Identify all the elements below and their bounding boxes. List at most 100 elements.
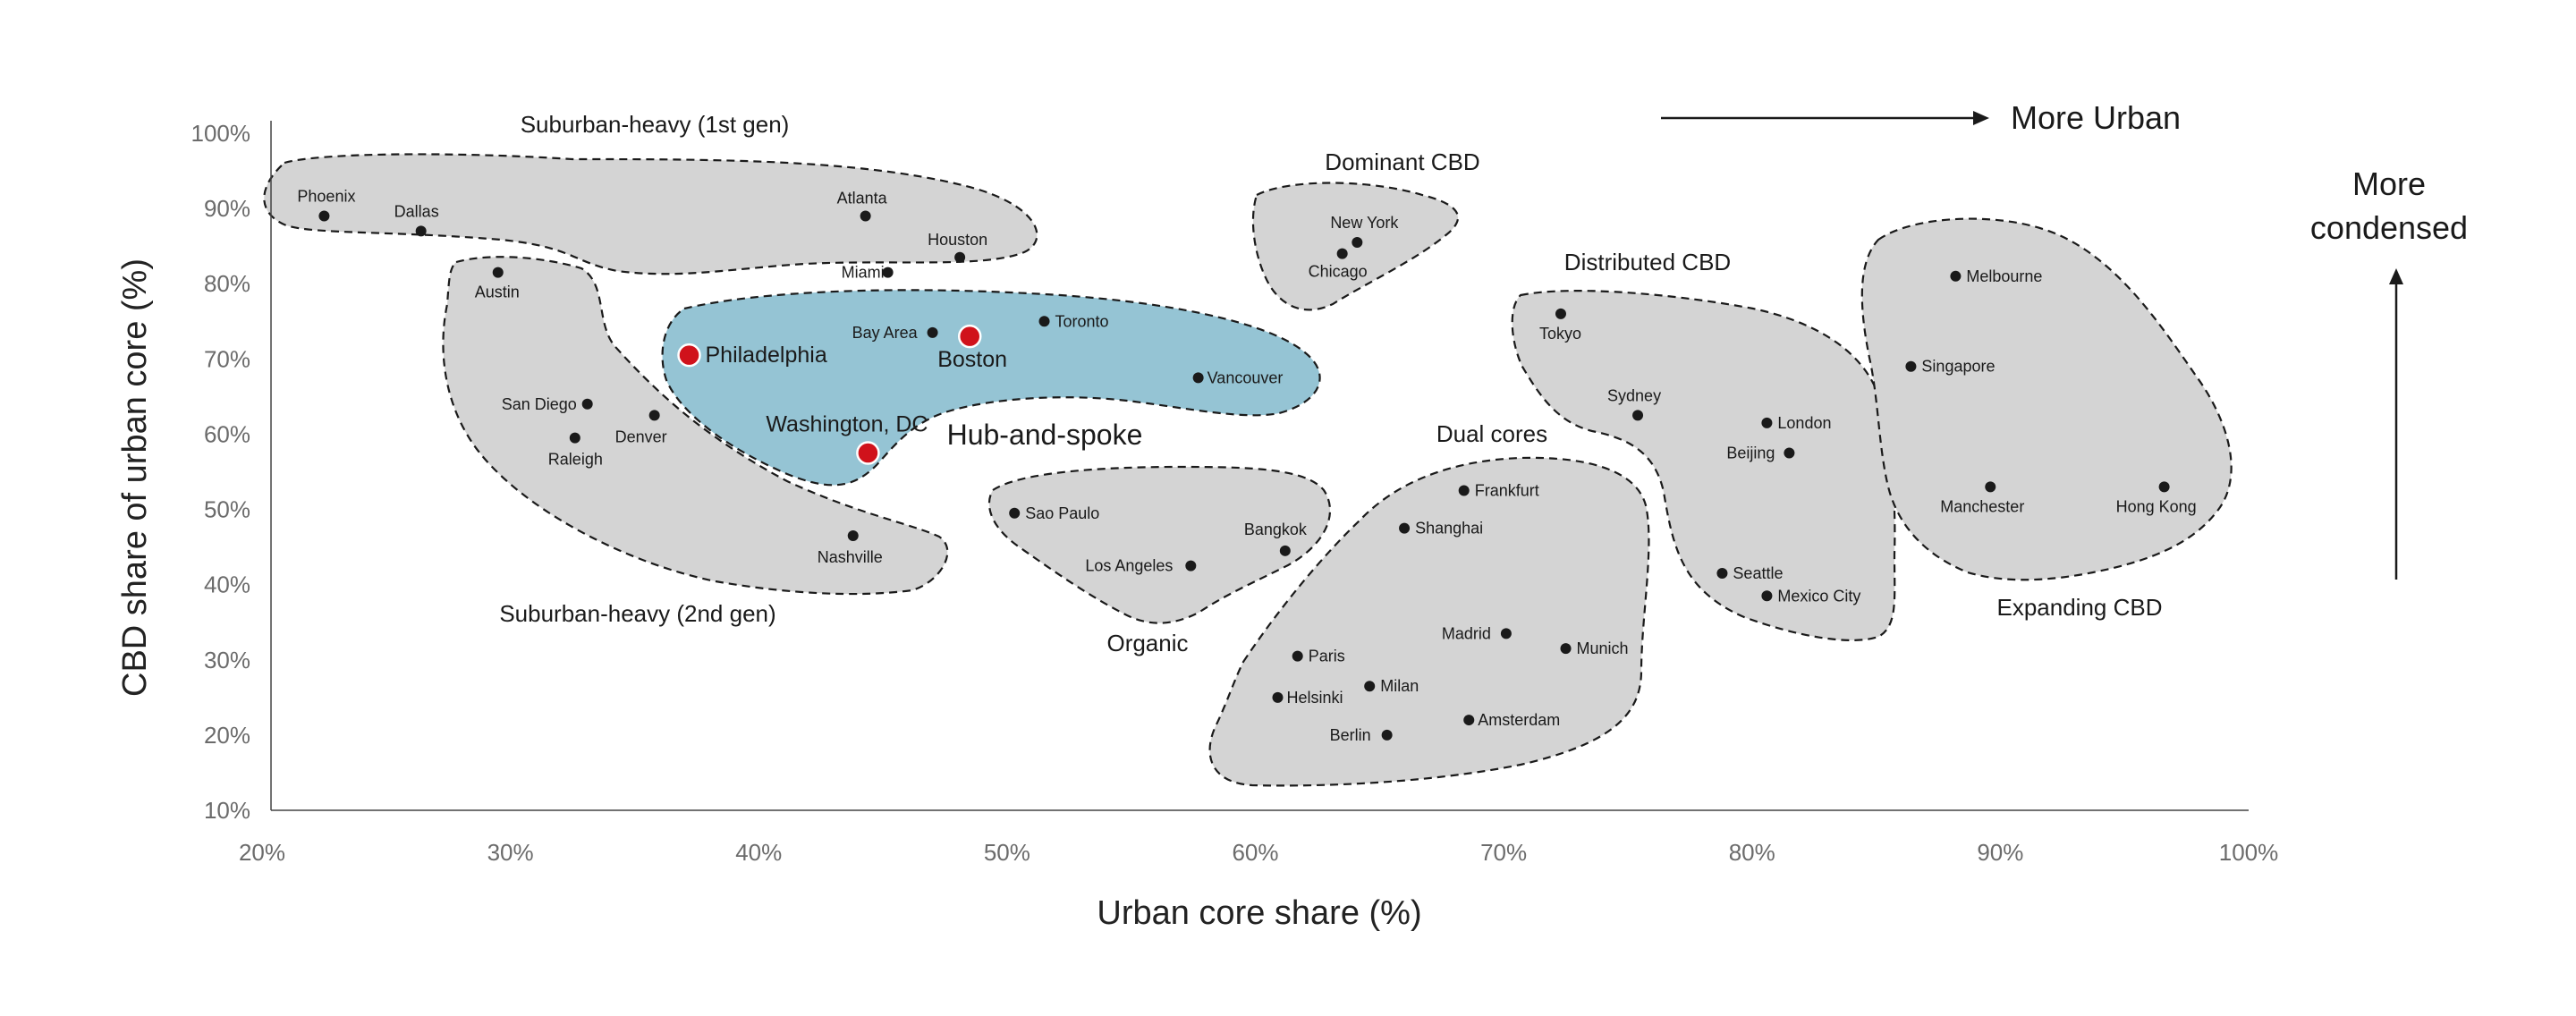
point-seattle	[1716, 568, 1728, 580]
point-paris	[1292, 650, 1303, 662]
y-tick-label: 10%	[204, 797, 250, 824]
y-tick-label: 30%	[204, 647, 250, 673]
point-label-bangkok: Bangkok	[1244, 521, 1308, 538]
y-tick-labels: 100% 90% 80% 70% 60% 50% 40% 30% 20% 10%	[191, 120, 251, 824]
y-tick-label: 80%	[204, 270, 250, 297]
cluster-label-expanding-cbd: Expanding CBD	[1997, 594, 2163, 621]
point-label-new-york: New York	[1330, 214, 1399, 232]
point-munich	[1560, 643, 1572, 655]
y-tick-label: 50%	[204, 496, 250, 523]
x-tick-label: 50%	[984, 839, 1030, 866]
point-helsinki	[1272, 691, 1284, 703]
cluster-shape-expanding-cbd	[1860, 217, 2233, 581]
point-label-san-diego: San Diego	[502, 395, 577, 413]
data-points: Phoenix Dallas Atlanta Houston Miami Austin Sa…	[297, 188, 2196, 744]
cluster-shape-suburban-2nd-gen	[442, 256, 949, 596]
point-milan	[1364, 681, 1376, 692]
point-label-sydney: Sydney	[1607, 386, 1661, 404]
point-mexico-city	[1761, 590, 1773, 602]
point-label-seattle: Seattle	[1733, 564, 1783, 582]
x-tick-label: 30%	[487, 839, 534, 866]
x-tick-label: 100%	[2219, 839, 2279, 866]
cluster-label-distributed-cbd: Distributed CBD	[1564, 249, 1731, 275]
point-label-houston: Houston	[928, 231, 987, 249]
cluster-label-suburban-heavy-1st-gen: Suburban-heavy (1st gen)	[521, 111, 790, 138]
point-sydney	[1632, 410, 1644, 421]
point-hong-kong	[2158, 481, 2170, 493]
cluster-label-organic: Organic	[1106, 630, 1188, 656]
point-label-los-angeles: Los Angeles	[1085, 557, 1173, 575]
more-condensed-arrowhead	[2389, 268, 2403, 284]
point-label-raleigh: Raleigh	[548, 451, 603, 469]
x-axis-title: Urban core share (%)	[1097, 894, 1421, 932]
point-shanghai	[1399, 522, 1411, 534]
point-miami	[882, 267, 894, 278]
cluster-shape-dual-cores	[1208, 456, 1650, 787]
point-label-hong-kong: Hong Kong	[2116, 497, 2197, 515]
x-tick-label: 80%	[1729, 839, 1775, 866]
point-label-austin: Austin	[475, 284, 520, 301]
point-label-tokyo: Tokyo	[1539, 325, 1581, 343]
point-sao-paulo	[1009, 507, 1021, 519]
point-label-toronto: Toronto	[1055, 312, 1109, 330]
point-singapore	[1905, 360, 1917, 372]
highlight-point-philadelphia	[677, 343, 701, 368]
point-label-paris: Paris	[1309, 648, 1345, 665]
y-tick-label: 100%	[191, 120, 251, 147]
point-amsterdam	[1463, 715, 1475, 726]
y-tick-label: 20%	[204, 722, 250, 749]
point-label-beijing: Beijing	[1726, 444, 1775, 461]
point-atlanta	[860, 210, 871, 222]
axes	[270, 121, 2249, 811]
y-tick-label: 40%	[204, 572, 250, 598]
point-label-london: London	[1777, 414, 1831, 432]
point-label-nashville: Nashville	[818, 548, 883, 566]
cluster-shape-suburban-1st-gen	[263, 153, 1038, 275]
point-label-atlanta: Atlanta	[837, 190, 888, 207]
point-label-dallas: Dallas	[394, 202, 439, 220]
point-label-vancouver: Vancouver	[1208, 368, 1284, 386]
point-label-phoenix: Phoenix	[297, 188, 355, 206]
y-tick-label: 90%	[204, 195, 250, 222]
cluster-shape-hub-and-spoke	[661, 289, 1321, 487]
point-label-frankfurt: Frankfurt	[1475, 482, 1539, 500]
point-label-singapore: Singapore	[1921, 358, 1995, 376]
x-tick-label: 70%	[1480, 839, 1527, 866]
point-vancouver	[1192, 372, 1204, 384]
point-label-sao-paulo: Sao Paulo	[1025, 504, 1099, 522]
cluster-shape-distributed-cbd	[1511, 290, 1896, 641]
y-axis-title: CBD share of urban core (%)	[116, 258, 154, 697]
x-tick-label: 90%	[1977, 839, 2023, 866]
point-manchester	[1985, 481, 1996, 493]
point-toronto	[1038, 316, 1050, 327]
point-houston	[954, 251, 966, 263]
more-urban-annotation: More Urban	[1661, 99, 2181, 136]
point-label-manchester: Manchester	[1940, 497, 2024, 515]
point-melbourne	[1950, 270, 1962, 282]
point-label-bay-area: Bay Area	[852, 324, 919, 342]
y-tick-label: 70%	[204, 345, 250, 372]
point-los-angeles	[1185, 560, 1197, 572]
point-chicago	[1336, 248, 1348, 259]
more-condensed-label-line1: More	[2352, 165, 2426, 202]
point-label-melbourne: Melbourne	[1966, 267, 2042, 285]
x-tick-label: 40%	[735, 839, 782, 866]
point-label-mexico-city: Mexico City	[1777, 587, 1860, 605]
point-raleigh	[569, 432, 580, 444]
highlight-label-boston: Boston	[937, 347, 1007, 372]
point-label-denver: Denver	[615, 428, 667, 445]
point-nashville	[847, 529, 859, 541]
point-label-chicago: Chicago	[1309, 263, 1368, 281]
point-label-madrid: Madrid	[1442, 624, 1491, 642]
point-beijing	[1784, 447, 1795, 459]
highlight-label-philadelphia: Philadelphia	[706, 343, 827, 368]
point-phoenix	[318, 210, 330, 222]
cluster-shapes	[263, 153, 2233, 787]
point-frankfurt	[1458, 485, 1470, 496]
point-berlin	[1381, 729, 1393, 741]
y-tick-label: 60%	[204, 420, 250, 447]
point-madrid	[1500, 628, 1512, 639]
cluster-label-hub-and-spoke: Hub-and-spoke	[947, 419, 1143, 451]
cluster-label-suburban-heavy-2nd-gen: Suburban-heavy (2nd gen)	[499, 600, 775, 627]
